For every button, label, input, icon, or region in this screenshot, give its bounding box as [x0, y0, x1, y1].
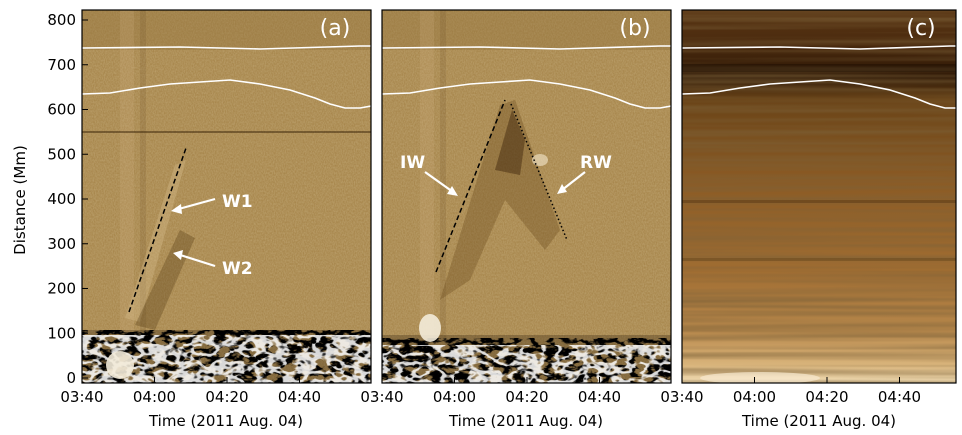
y-tick-label: 700 — [47, 56, 76, 74]
x-axis-label-c: Time (2011 Aug. 04) — [741, 412, 896, 430]
y-tick-label: 600 — [47, 101, 76, 119]
panel-c-stripes — [682, 10, 956, 383]
panel-c — [682, 10, 956, 383]
x-tick-label: 04:20 — [205, 388, 248, 406]
x-tick-label: 04:00 — [733, 388, 776, 406]
x-axis-label-a: Time (2011 Aug. 04) — [148, 412, 303, 430]
panel-b — [382, 10, 671, 383]
y-tick-label: 0 — [66, 369, 76, 387]
x-axes: 03:40 04:00 04:20 04:40 03:40 04:00 04:20 04:40… — [60, 377, 921, 430]
x-tick-label: 03:40 — [360, 388, 403, 406]
annotation-rw: RW — [580, 153, 612, 173]
y-tick-label: 100 — [47, 324, 76, 342]
y-tick-label: 400 — [47, 190, 76, 208]
annotation-w2: W2 — [222, 259, 253, 279]
y-axis-label: Distance (Mm) — [11, 145, 29, 255]
y-axis: Distance (Mm) 0 100 200 300 400 500 600 700 800 — [11, 11, 88, 387]
y-tick-label: 800 — [47, 11, 76, 29]
x-tick-label: 04:20 — [805, 388, 848, 406]
panel-a-noise — [82, 10, 371, 383]
panel-a — [82, 10, 371, 383]
x-tick-label: 04:40 — [878, 388, 921, 406]
x-tick-label: 04:20 — [505, 388, 548, 406]
x-tick-label: 04:40 — [278, 388, 321, 406]
panel-c-label: (c) — [906, 16, 935, 41]
x-tick-label: 04:00 — [433, 388, 476, 406]
x-tick-label: 03:40 — [60, 388, 103, 406]
y-tick-label: 300 — [47, 235, 76, 253]
x-tick-label: 03:40 — [660, 388, 703, 406]
panel-c-frame — [681, 9, 957, 384]
annotation-iw: IW — [400, 153, 425, 173]
panel-a-label: (a) — [320, 16, 351, 41]
panel-b-label: (b) — [619, 16, 650, 41]
y-tick-label: 200 — [47, 280, 76, 298]
x-tick-label: 04:00 — [133, 388, 176, 406]
x-tick-label: 04:40 — [578, 388, 621, 406]
x-axis-label-b: Time (2011 Aug. 04) — [448, 412, 603, 430]
y-tick-label: 500 — [47, 145, 76, 163]
annotation-w1: W1 — [222, 192, 253, 212]
